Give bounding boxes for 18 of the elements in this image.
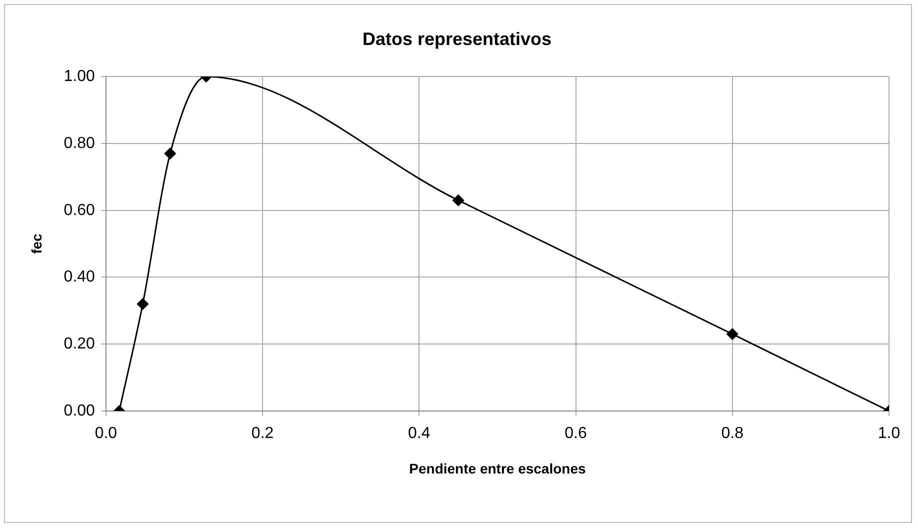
x-tick-label: 0.6 xyxy=(564,425,587,442)
y-tick-label: 0.80 xyxy=(64,134,96,152)
y-tick-label: 0.40 xyxy=(64,268,96,286)
y-tick-label: 0.00 xyxy=(64,402,96,420)
x-tick-label: 0.2 xyxy=(251,425,274,442)
chart-title: Datos representativos xyxy=(362,28,552,49)
point xyxy=(136,298,148,310)
x-tick-label: 0.4 xyxy=(408,425,430,442)
x-tick-label: 1.0 xyxy=(878,425,900,442)
x-tick-label: 0.8 xyxy=(721,425,744,442)
point xyxy=(452,194,464,206)
x-tick-label: 0.0 xyxy=(94,425,118,442)
y-tick-label: 1.00 xyxy=(64,68,96,86)
y-axis-title: fec xyxy=(28,233,44,254)
y-tick-label: 0.20 xyxy=(64,336,96,353)
y-tick-label: 0.60 xyxy=(64,202,96,219)
x-axis-title: Pendiente entre escalones xyxy=(409,460,586,476)
point xyxy=(164,148,176,160)
